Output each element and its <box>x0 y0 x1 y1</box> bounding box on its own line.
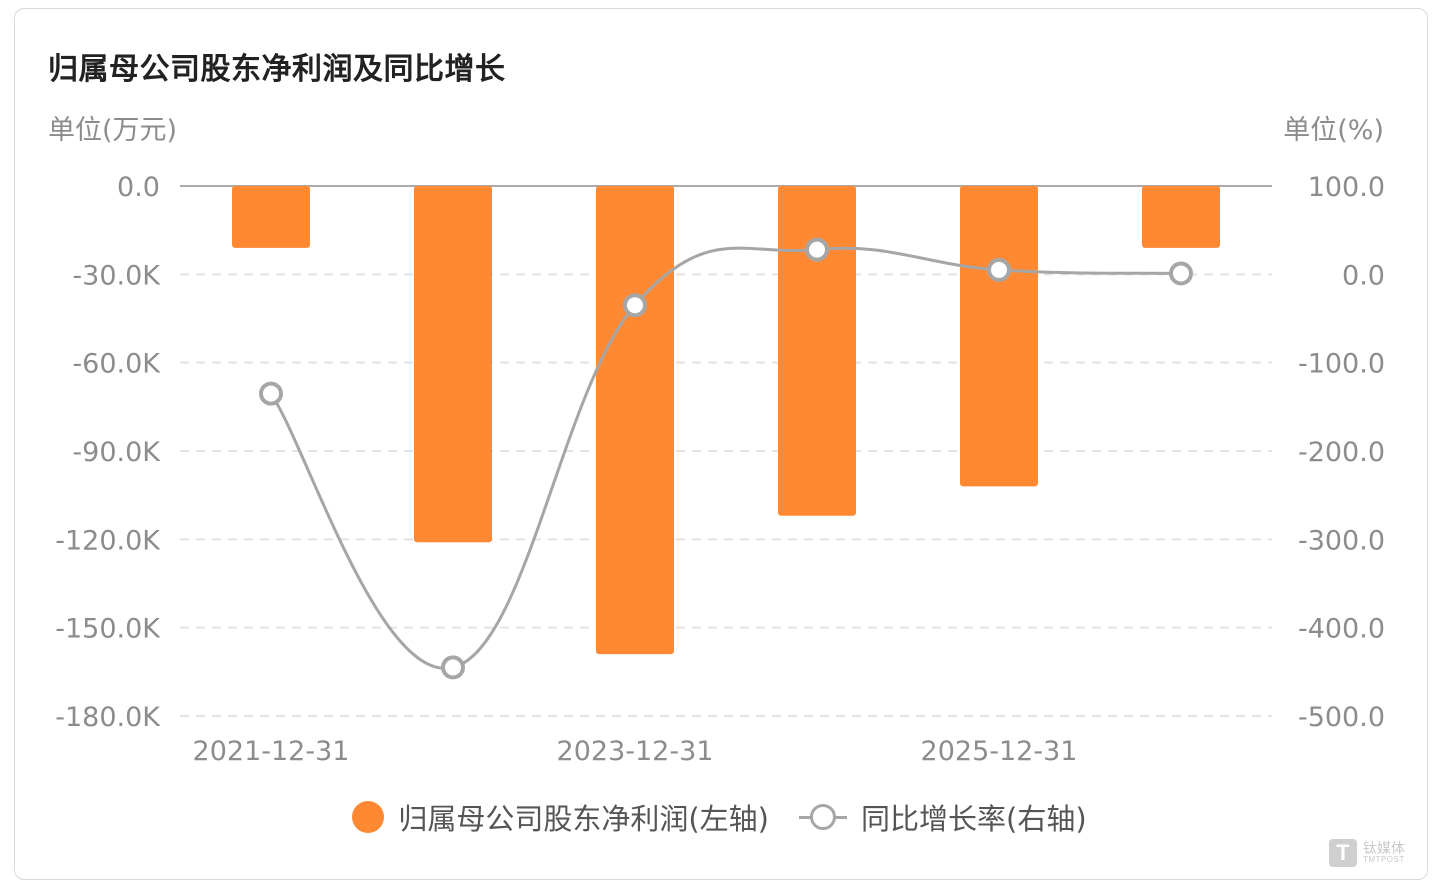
growth-point <box>987 257 1011 282</box>
watermark-cn: 钛媒体 <box>1363 841 1405 857</box>
legend-item-growth[interactable]: 同比增长率(右轴) <box>799 796 1087 838</box>
bar <box>232 186 310 248</box>
left-tick-label: -30.0K <box>72 260 161 291</box>
chart-title: 归属母公司股东净利润及同比增长 <box>48 52 506 87</box>
right-tick-label: -300.0 <box>1298 525 1385 556</box>
left-tick-label: -90.0K <box>72 437 161 468</box>
right-tick-label: -200.0 <box>1298 437 1385 468</box>
left-tick-label: -60.0K <box>72 349 161 380</box>
bar <box>778 186 856 516</box>
left-tick-label: -150.0K <box>55 614 161 645</box>
growth-point <box>623 293 647 318</box>
legend-label-growth: 同比增长率(右轴) <box>861 802 1087 836</box>
growth-point <box>259 381 283 406</box>
left-tick-label: -180.0K <box>55 702 161 733</box>
left-axis-unit: 单位(万元) <box>48 115 178 146</box>
growth-line <box>269 246 1182 670</box>
right-tick-label: -400.0 <box>1298 614 1385 645</box>
bar <box>1142 186 1220 248</box>
bar <box>596 186 674 655</box>
x-tick-label: 2023-12-31 <box>557 736 714 767</box>
right-tick-label: 0.0 <box>1342 260 1385 291</box>
bar <box>414 186 492 543</box>
x-tick-label: 2025-12-31 <box>921 736 1078 767</box>
right-tick-label: -500.0 <box>1298 702 1385 733</box>
growth-point <box>805 237 829 262</box>
right-tick-label: 100.0 <box>1308 172 1385 203</box>
legend-dot-icon <box>352 801 385 833</box>
legend: 归属母公司股东净利润(左轴) 同比增长率(右轴) <box>0 796 1439 838</box>
right-tick-label: -100.0 <box>1298 349 1385 380</box>
watermark-t-icon: T <box>1329 839 1357 867</box>
growth-point <box>1169 261 1193 286</box>
chart-card <box>14 8 1428 880</box>
left-tick-label: -120.0K <box>55 525 161 556</box>
x-tick-label: 2021-12-31 <box>193 736 350 767</box>
bar <box>960 186 1038 487</box>
left-tick-label: 0.0 <box>117 172 160 203</box>
legend-item-profit[interactable]: 归属母公司股东净利润(左轴) <box>352 796 769 838</box>
legend-line-circle-icon <box>799 801 847 833</box>
watermark-logo: T 钛媒体 TMTPOST <box>1329 839 1405 867</box>
legend-label-profit: 归属母公司股东净利润(左轴) <box>398 802 769 836</box>
growth-point <box>441 655 465 680</box>
watermark-en: TMTPOST <box>1363 855 1405 864</box>
right-axis-unit: 单位(%) <box>1283 115 1384 146</box>
